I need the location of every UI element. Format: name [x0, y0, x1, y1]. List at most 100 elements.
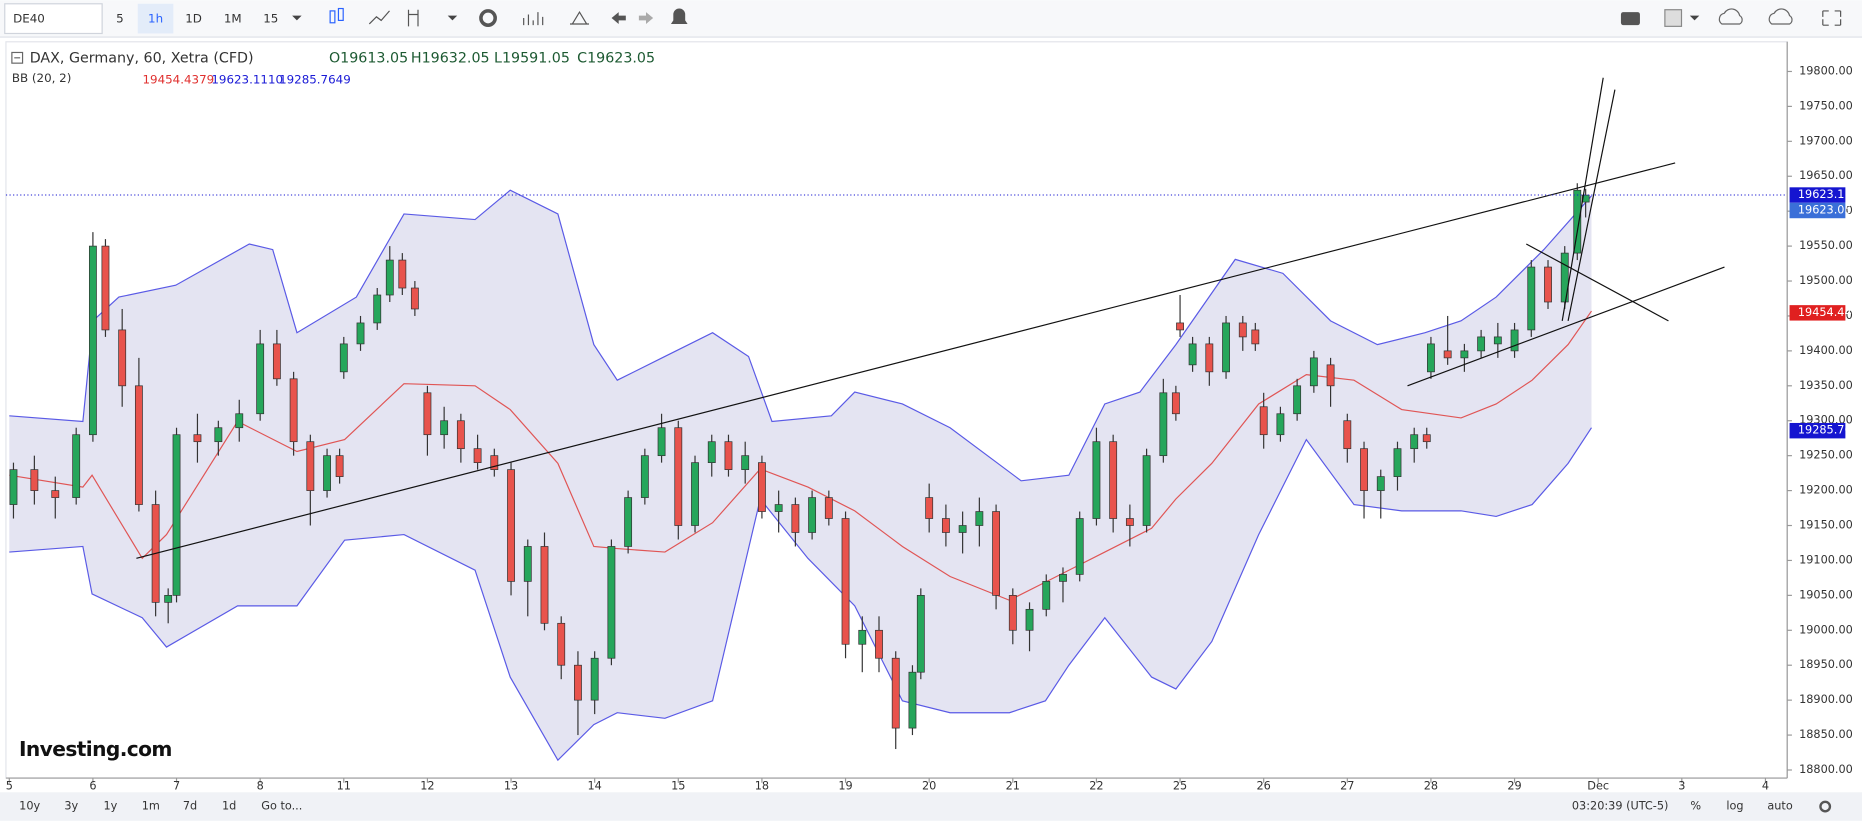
candle-body [1109, 441, 1118, 519]
candle-body [164, 595, 173, 603]
candle-body [841, 518, 850, 645]
candle-body [373, 294, 382, 324]
studies-icon[interactable] [523, 12, 544, 26]
logo: Investing.com [19, 737, 172, 761]
settings-icon[interactable] [479, 9, 497, 27]
x-tick-label: Dec [1587, 779, 1609, 792]
candle-body [1276, 413, 1285, 436]
candle-style-icon[interactable] [329, 7, 344, 24]
candle-body [1222, 322, 1230, 373]
interval-button[interactable]: 1M [224, 12, 242, 26]
candle-body [1477, 336, 1486, 352]
x-tick-label: 18 [755, 779, 769, 792]
range-button[interactable]: 10y [19, 800, 40, 813]
interval-button[interactable]: 1h [148, 12, 163, 26]
y-tick-label: 18850.00 [1799, 728, 1853, 741]
symbol-box[interactable] [4, 3, 103, 35]
fullscreen-icon[interactable] [1822, 10, 1842, 26]
x-tick-label: 26 [1257, 779, 1271, 792]
candle-body [1251, 329, 1260, 345]
candle-body [1171, 392, 1180, 415]
symbol[interactable]: DE40 [13, 12, 45, 26]
alert-icon[interactable] [670, 8, 688, 24]
y-tick-label: 18950.00 [1799, 658, 1853, 671]
ohlc-label: C19623.05 [577, 50, 655, 66]
range-button[interactable]: 1d [222, 800, 236, 813]
goto-button[interactable]: Go to... [261, 800, 302, 813]
candle-body [916, 595, 925, 673]
scale-option[interactable]: auto [1767, 800, 1792, 813]
x-tick-label: 12 [420, 779, 434, 792]
dropdown-arrow[interactable] [1689, 15, 1700, 21]
candle-body [193, 434, 202, 443]
dropdown-arrow[interactable] [292, 15, 302, 21]
compare-icon[interactable] [407, 9, 419, 27]
interval-button[interactable]: 1D [185, 12, 202, 26]
interval-button[interactable]: 5 [116, 12, 124, 26]
interval-button[interactable]: 15 [263, 12, 278, 26]
camera-icon[interactable] [1620, 12, 1640, 26]
candle-body [975, 511, 984, 526]
candle-body [808, 497, 817, 533]
candle-body [574, 664, 582, 701]
clock: 03:20:39 (UTC-5) [1572, 800, 1669, 813]
candle-body [1142, 455, 1151, 526]
ohlc-label: L19591.05 [494, 50, 570, 66]
dropdown-arrow[interactable] [447, 15, 458, 21]
range-button[interactable]: 1y [104, 800, 118, 813]
candle-body [256, 343, 265, 415]
indicator-value: 19285.7649 [279, 72, 351, 86]
ohlc-label: O19613.05 [329, 50, 408, 66]
candle-body [272, 343, 281, 380]
y-tick-label: 18800.00 [1799, 763, 1853, 776]
balance-icon[interactable] [570, 10, 589, 25]
price-tag [1789, 187, 1846, 203]
trendline [136, 162, 1676, 559]
indicator-icon[interactable] [368, 10, 390, 25]
x-tick-label: 15 [671, 779, 685, 792]
trendline [1567, 89, 1616, 321]
candle-body [410, 287, 419, 310]
undo-icon[interactable] [611, 12, 626, 24]
range-button[interactable]: 3y [64, 800, 78, 813]
redo-icon[interactable] [638, 12, 654, 24]
scale-option[interactable]: % [1690, 800, 1701, 813]
candle-body [1460, 350, 1469, 359]
layout-icon[interactable] [1664, 9, 1683, 27]
cloud-save-icon[interactable] [1768, 8, 1793, 25]
band-line [9, 189, 1592, 482]
candle-body [1343, 420, 1352, 450]
indicator-name: BB (20, 2) [12, 71, 71, 85]
candle-body [473, 448, 482, 464]
candle-body [214, 427, 223, 443]
candle-body [1293, 385, 1302, 415]
candle-body [235, 413, 244, 429]
candle-body [101, 245, 110, 331]
candle-body [657, 427, 666, 457]
y-tick-label: 19100.00 [1799, 553, 1853, 566]
candle-body [1259, 406, 1268, 436]
candle-body [1326, 364, 1335, 387]
candle-body [1309, 357, 1318, 387]
active-interval-bg [137, 3, 174, 34]
scale-option[interactable]: log [1726, 800, 1743, 813]
settings-icon[interactable] [1819, 800, 1832, 813]
range-button[interactable]: 7d [183, 800, 197, 813]
candle-body [9, 469, 18, 505]
candle-body [925, 497, 934, 519]
y-tick-label: 19200.00 [1799, 484, 1853, 497]
candle-body [523, 546, 532, 582]
range-button[interactable]: 1m [142, 800, 160, 813]
price-tag [1789, 305, 1846, 321]
cloud-load-icon[interactable] [1718, 8, 1743, 25]
y-tick-label: 19500.00 [1799, 274, 1853, 287]
candle-body [1427, 343, 1435, 373]
candle-body [774, 504, 783, 512]
candle-body [540, 546, 549, 624]
x-tick-label: 8 [257, 779, 264, 792]
x-tick-label: 5 [6, 779, 13, 792]
x-tick-label: 20 [922, 779, 936, 792]
candle-body [1573, 189, 1582, 254]
price-tag [1789, 202, 1846, 219]
